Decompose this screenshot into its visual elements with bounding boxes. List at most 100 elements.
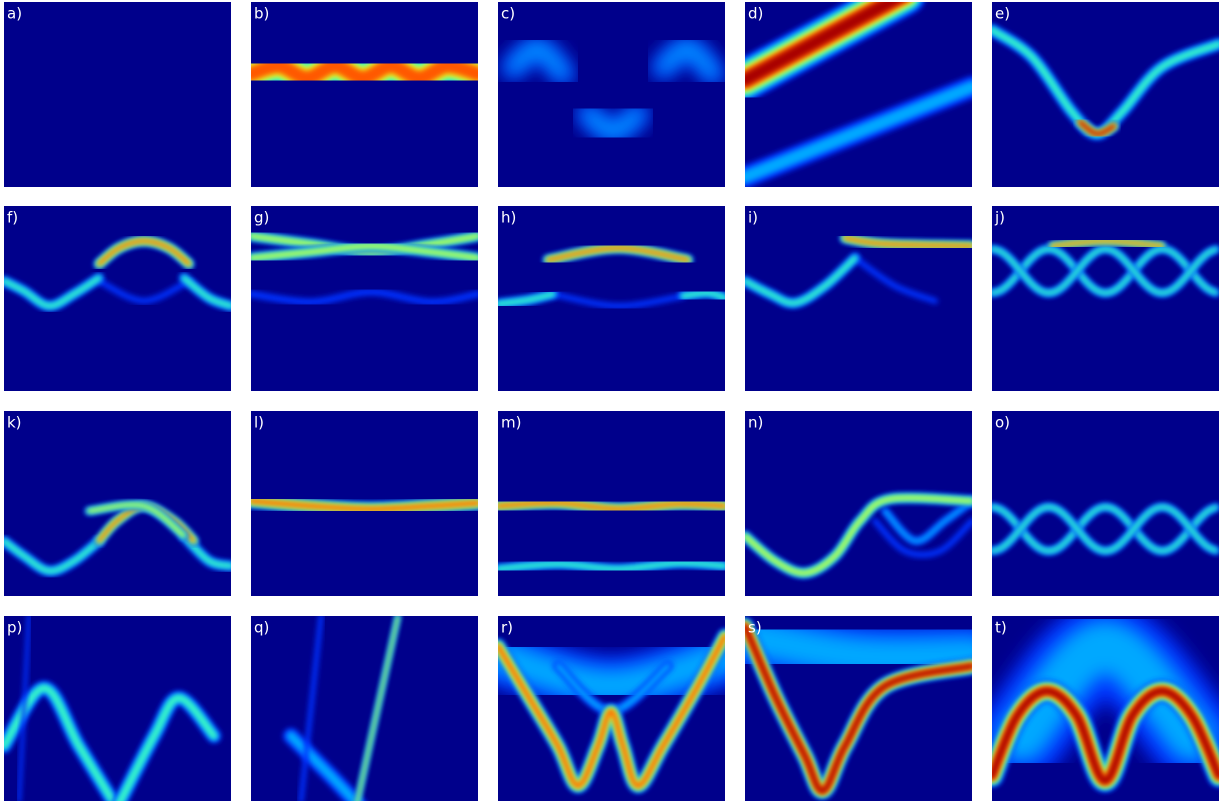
panel-plot — [745, 411, 972, 596]
panel: r) — [498, 616, 725, 801]
panel: d) — [745, 2, 972, 187]
panel-plot — [4, 2, 231, 187]
spectral-band — [745, 80, 972, 184]
spectral-band — [498, 501, 725, 511]
panel-plot — [251, 616, 478, 801]
panel: a) — [4, 2, 231, 187]
spectral-band — [498, 560, 725, 572]
spectral-band — [1050, 239, 1164, 248]
panel: h) — [498, 206, 725, 391]
panel: f) — [4, 206, 231, 391]
panel-plot — [4, 206, 231, 391]
panel: e) — [992, 2, 1219, 187]
spectral-band — [17, 616, 31, 801]
panel: b) — [251, 2, 478, 187]
panel: t) — [992, 616, 1219, 801]
spectral-band — [4, 275, 102, 309]
panel: i) — [745, 206, 972, 391]
spectral-band — [251, 244, 478, 260]
panel-plot — [992, 206, 1219, 391]
spectral-band — [581, 107, 645, 139]
spectral-band — [251, 498, 478, 512]
spectral-band — [506, 41, 570, 81]
panel-label: e) — [995, 5, 1010, 23]
panel: l) — [251, 411, 478, 596]
spectral-band — [498, 291, 556, 307]
panel-plot — [4, 411, 231, 596]
panel-label: a) — [7, 5, 22, 23]
spectral-band — [1078, 120, 1116, 136]
panel-label: b) — [254, 5, 269, 23]
panel: m) — [498, 411, 725, 596]
panel-label: m) — [501, 414, 521, 432]
spectral-band — [745, 2, 904, 87]
panel-background — [992, 206, 1219, 391]
panel: g) — [251, 206, 478, 391]
panel: q) — [251, 616, 478, 801]
spectral-band — [117, 694, 218, 801]
panel: c) — [498, 2, 725, 187]
spectral-band — [872, 518, 972, 558]
panel-label: s) — [748, 619, 762, 637]
panel-plot — [251, 206, 478, 391]
panel-background — [992, 2, 1219, 187]
panel-label: l) — [254, 414, 264, 432]
spectral-band — [498, 633, 725, 789]
panel: p) — [4, 616, 231, 801]
panel: n) — [745, 411, 972, 596]
panel-plot — [992, 411, 1219, 596]
panel-plot — [992, 616, 1219, 801]
panel-label: q) — [254, 619, 269, 637]
panel-plot — [251, 411, 478, 596]
panel-label: j) — [994, 209, 1005, 227]
panel: s) — [745, 616, 972, 801]
panel-label: c) — [501, 5, 515, 23]
spectral-band — [843, 236, 972, 248]
panel-plot — [992, 2, 1219, 187]
spectral-band — [852, 255, 938, 304]
spectral-band — [96, 278, 192, 305]
spectral-band — [680, 290, 725, 301]
panel-plot — [498, 2, 725, 187]
spectral-band — [546, 246, 690, 262]
panel-label: t) — [995, 619, 1007, 637]
spectral-band — [745, 255, 858, 306]
panel-plot — [4, 616, 231, 801]
panel-label: k) — [7, 414, 22, 432]
spectral-band — [992, 247, 1218, 295]
panel-plot — [251, 2, 478, 187]
spectral-band — [656, 41, 720, 81]
spectral-band — [745, 496, 972, 575]
panel-plot — [498, 206, 725, 391]
panel-label: n) — [748, 414, 763, 432]
panel: o) — [992, 411, 1219, 596]
panel: j) — [992, 206, 1219, 391]
spectral-band — [992, 247, 1218, 295]
panel-plot — [745, 2, 972, 187]
panel-label: g) — [254, 209, 269, 227]
spectral-band — [4, 538, 102, 574]
spectral-band — [745, 623, 972, 794]
panel-label: f) — [7, 209, 18, 227]
spectral-band — [992, 687, 1219, 785]
panel-label: i) — [748, 209, 758, 227]
spectral-band — [498, 638, 725, 704]
panel-label: r) — [501, 619, 513, 637]
spectral-band — [251, 234, 478, 254]
spectral-band — [181, 275, 231, 309]
panel: k) — [4, 411, 231, 596]
panel-plot — [745, 206, 972, 391]
spectral-band — [286, 731, 361, 801]
panel-label: o) — [995, 414, 1010, 432]
spectral-band — [356, 616, 399, 801]
panel-plot — [745, 616, 972, 801]
spectral-band — [97, 239, 191, 266]
spectral-band — [87, 503, 186, 538]
spectral-band — [996, 620, 1218, 762]
spectral-band — [550, 291, 686, 310]
panel-label: p) — [7, 619, 22, 637]
spectral-band — [251, 288, 478, 306]
spectral-band — [882, 498, 972, 544]
spectral-band — [992, 505, 1218, 553]
